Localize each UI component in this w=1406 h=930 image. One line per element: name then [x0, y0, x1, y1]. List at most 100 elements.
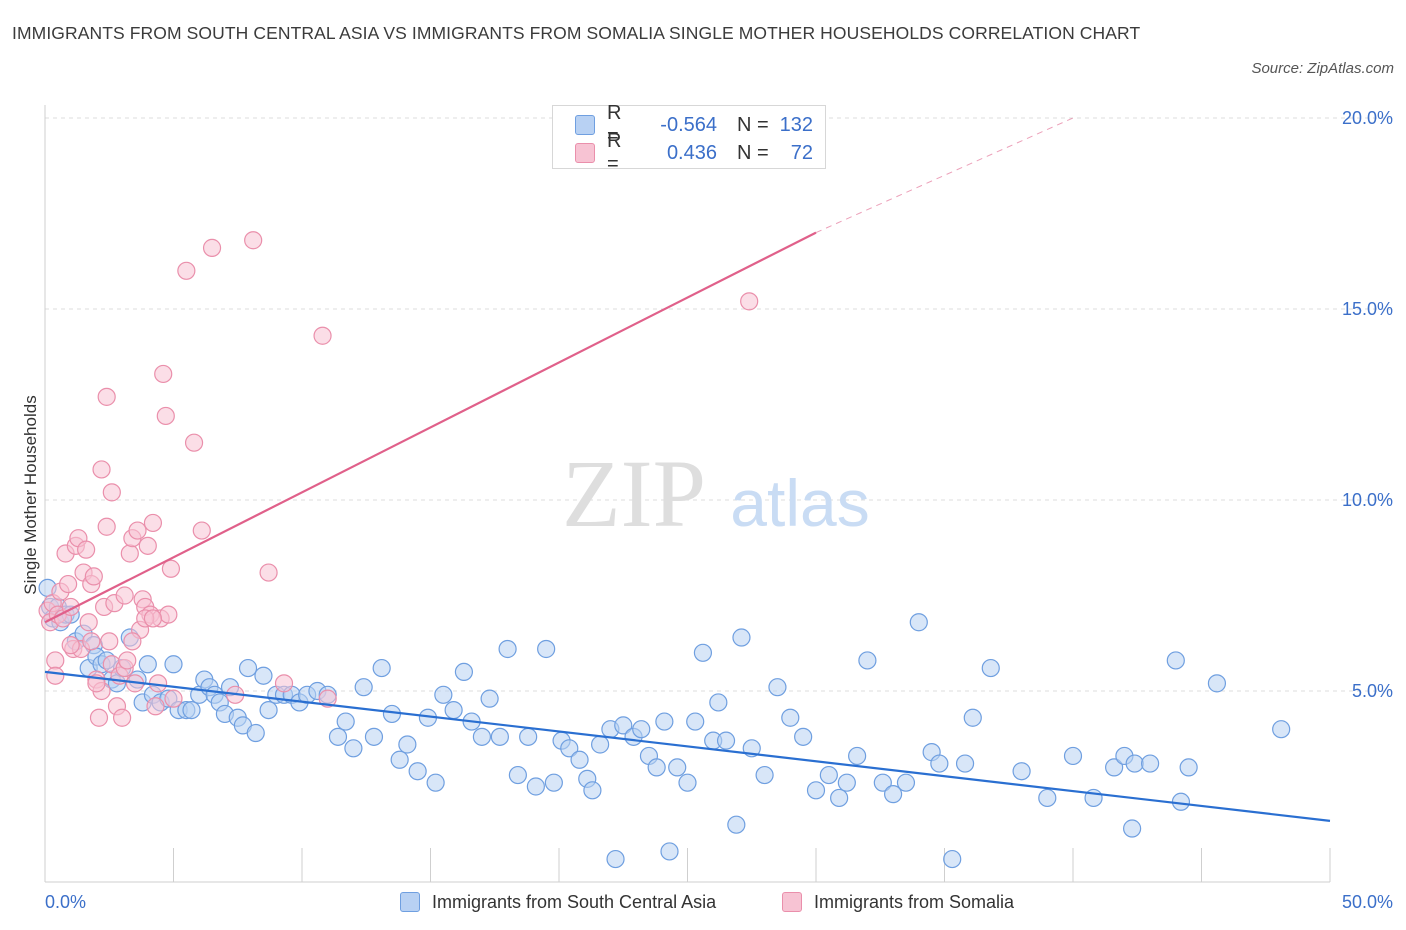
- data-point-south-central-asia: [390, 750, 409, 769]
- watermark-zip: ZIP: [562, 440, 706, 547]
- series-south-central-asia: [38, 578, 1291, 869]
- data-point-somalia: [154, 364, 173, 384]
- data-point-somalia: [112, 708, 132, 727]
- data-point-south-central-asia: [830, 788, 849, 808]
- data-point-somalia: [161, 559, 181, 578]
- data-point-south-central-asia: [372, 658, 391, 678]
- data-point-somalia: [318, 689, 337, 708]
- x-tick-label: 0.0%: [45, 892, 86, 912]
- data-point-south-central-asia: [526, 777, 545, 796]
- data-point-south-central-asia: [1179, 758, 1198, 777]
- data-point-south-central-asia: [1166, 651, 1185, 670]
- data-point-south-central-asia: [537, 639, 556, 659]
- data-point-south-central-asia: [472, 727, 491, 746]
- data-point-somalia: [89, 708, 109, 727]
- bottom-legend-label: Immigrants from South Central Asia: [432, 891, 717, 912]
- y-axis-label: Single Mother Households: [21, 395, 40, 594]
- source-label: Source: ZipAtlas.com: [1251, 60, 1394, 77]
- trend-line-south-central-asia: [44, 670, 1331, 822]
- data-point-south-central-asia: [909, 613, 928, 632]
- data-point-south-central-asia: [660, 842, 679, 861]
- x-tick-label: 50.0%: [1342, 892, 1393, 912]
- data-point-south-central-asia: [544, 773, 563, 792]
- data-point-south-central-asia: [354, 678, 373, 697]
- data-point-south-central-asia: [1063, 746, 1083, 766]
- data-point-south-central-asia: [655, 712, 674, 731]
- series-somalia: [38, 231, 759, 727]
- data-point-south-central-asia: [837, 773, 856, 792]
- data-point-south-central-asia: [570, 750, 589, 769]
- data-point-somalia: [120, 544, 139, 563]
- data-point-south-central-asia: [480, 689, 499, 708]
- legend-swatch-pink: [575, 143, 595, 163]
- data-point-somalia: [244, 231, 263, 250]
- data-point-south-central-asia: [1140, 754, 1160, 773]
- data-point-south-central-asia: [678, 773, 697, 792]
- data-point-south-central-asia: [490, 727, 509, 746]
- data-point-south-central-asia: [755, 765, 774, 785]
- data-point-south-central-asia: [560, 739, 579, 758]
- data-point-somalia: [97, 387, 116, 406]
- data-point-south-central-asia: [981, 658, 1000, 678]
- data-point-south-central-asia: [364, 727, 384, 746]
- data-point-south-central-asia: [344, 739, 363, 758]
- data-point-south-central-asia: [591, 735, 610, 754]
- bottom-legend-south-central-asia: Immigrants from South Central Asia: [400, 889, 716, 915]
- y-tick-label: 15.0%: [1342, 299, 1393, 319]
- data-point-south-central-asia: [519, 727, 538, 746]
- data-point-south-central-asia: [606, 849, 625, 869]
- bottom-legend-swatch-pink: [782, 892, 802, 912]
- data-point-south-central-asia: [498, 639, 517, 659]
- bottom-legend-somalia: Immigrants from Somalia: [782, 889, 1014, 915]
- legend-n-value: 132: [779, 113, 813, 136]
- grid-lines: [45, 117, 1392, 692]
- data-point-south-central-asia: [454, 662, 474, 682]
- data-point-south-central-asia: [444, 700, 463, 720]
- data-point-somalia: [146, 697, 165, 716]
- data-point-south-central-asia: [709, 693, 728, 712]
- data-point-south-central-asia: [896, 773, 916, 792]
- legend-row-south-central-asia: R = -0.564 N = 132: [575, 102, 813, 147]
- data-point-somalia: [118, 651, 137, 670]
- data-point-somalia: [156, 406, 175, 426]
- legend-r-value: -0.564: [660, 113, 717, 136]
- data-point-somalia: [138, 536, 157, 555]
- data-point-south-central-asia: [1105, 758, 1124, 777]
- data-point-south-central-asia: [819, 765, 838, 785]
- data-point-somalia: [313, 326, 332, 345]
- chart-title: IMMIGRANTS FROM SOUTH CENTRAL ASIA VS IM…: [12, 23, 1141, 43]
- watermark-atlas: atlas: [730, 466, 869, 540]
- data-point-south-central-asia: [254, 666, 273, 685]
- data-point-south-central-asia: [1012, 762, 1031, 781]
- data-point-south-central-asia: [1272, 720, 1291, 739]
- data-point-south-central-asia: [794, 727, 813, 746]
- trend-lines: [44, 117, 1331, 822]
- y-tick-label: 10.0%: [1342, 490, 1393, 510]
- data-point-somalia: [259, 563, 278, 582]
- data-point-south-central-asia: [1038, 788, 1057, 808]
- data-point-somalia: [159, 605, 178, 624]
- data-point-south-central-asia: [858, 651, 877, 670]
- data-point-south-central-asia: [408, 762, 427, 781]
- y-tick-label: 5.0%: [1352, 681, 1393, 701]
- data-point-south-central-asia: [806, 781, 826, 800]
- data-point-somalia: [82, 632, 101, 651]
- tick-labels: 5.0% 10.0% 15.0% 20.0% 0.0% 50.0%: [45, 108, 1393, 912]
- data-point-somalia: [143, 513, 163, 533]
- data-point-south-central-asia: [1171, 792, 1191, 811]
- correlation-legend: R = -0.564 N = 132 R = 0.436 N = 72: [552, 102, 826, 175]
- data-point-south-central-asia: [508, 765, 527, 785]
- data-point-south-central-asia: [955, 754, 975, 773]
- data-point-somalia: [97, 517, 116, 536]
- data-point-south-central-asia: [426, 773, 445, 792]
- data-point-south-central-asia: [164, 655, 183, 674]
- data-point-south-central-asia: [259, 700, 278, 720]
- data-point-south-central-asia: [963, 708, 982, 727]
- axes: [44, 105, 1331, 883]
- trend-line-somalia-extension: [815, 117, 1074, 234]
- data-point-somalia: [740, 292, 759, 311]
- data-point-south-central-asia: [182, 700, 201, 720]
- data-point-somalia: [184, 433, 204, 452]
- data-point-south-central-asia: [668, 758, 687, 777]
